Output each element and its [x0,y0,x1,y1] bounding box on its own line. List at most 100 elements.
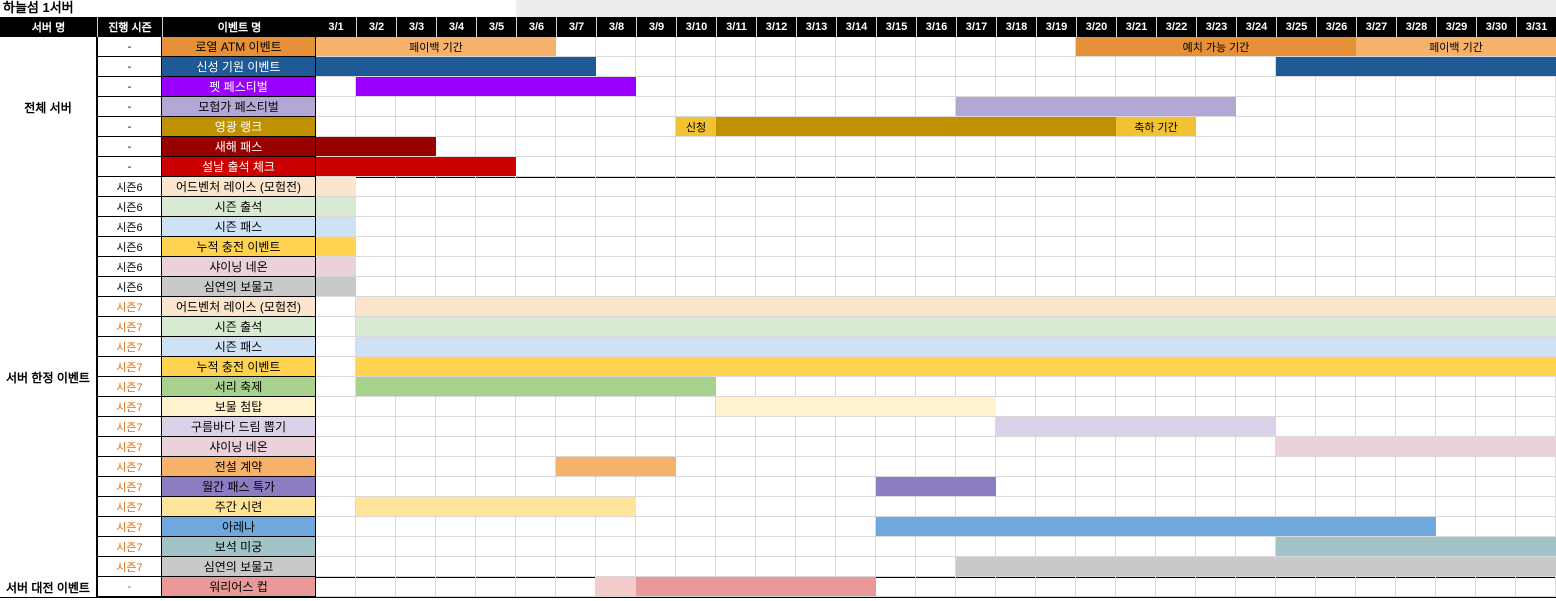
header-date-cell[interactable]: 3/17 [956,17,996,37]
header-date-cell[interactable]: 3/21 [1116,17,1156,37]
gantt-bar[interactable]: 페이백 기간 [316,37,556,56]
season-cell[interactable]: 시즌7 [97,317,162,337]
season-cell[interactable]: 시즌7 [97,377,162,397]
gantt-bar[interactable] [316,237,356,256]
season-cell[interactable]: 시즌7 [97,477,162,497]
gantt-bar[interactable] [356,317,1556,336]
gantt-bar[interactable] [356,357,1556,376]
header-server-name[interactable]: 서버 명 [31,22,66,34]
gantt-bar[interactable] [1276,57,1556,76]
season-cell[interactable]: 시즌6 [97,257,162,277]
event-label-cell[interactable]: 아레나 [162,517,316,537]
event-label-cell[interactable]: 설날 출석 체크 [162,157,316,177]
server-name-cell[interactable]: 서버 대전 이벤트 [0,577,97,597]
header-date-cell[interactable]: 3/8 [596,17,636,37]
header-date-cell[interactable]: 3/13 [796,17,836,37]
gantt-bar[interactable]: 페이백 기간 [1356,37,1556,56]
season-cell[interactable]: 시즌7 [97,537,162,557]
gantt-bar[interactable] [316,197,356,216]
gantt-bar[interactable] [956,557,1556,576]
season-cell[interactable]: 시즌7 [97,557,162,577]
header-date-cell[interactable]: 3/20 [1076,17,1116,37]
gantt-bar[interactable] [876,517,1436,536]
header-date-cell[interactable]: 3/3 [396,17,436,37]
season-cell[interactable]: 시즌6 [97,237,162,257]
header-date-cell[interactable]: 3/23 [1196,17,1236,37]
header-date-cell[interactable]: 3/26 [1316,17,1356,37]
event-label-cell[interactable]: 워리어스 컵 [162,577,316,597]
gantt-bar[interactable]: 예치 가능 기간 [1076,37,1356,56]
season-cell[interactable]: 시즌7 [97,397,162,417]
gantt-bar[interactable] [356,377,716,396]
gantt-bar[interactable]: 축하 기간 [1116,117,1196,136]
season-cell[interactable]: 시즌6 [97,217,162,237]
season-cell[interactable]: - [97,77,162,97]
server-name-cell[interactable]: 서버 한정 이벤트 [0,177,97,577]
header-date-cell[interactable]: 3/6 [516,17,556,37]
gantt-bar[interactable] [716,397,996,416]
season-cell[interactable]: - [97,97,162,117]
event-label-cell[interactable]: 전설 계약 [162,457,316,477]
event-label-cell[interactable]: 누적 충전 이벤트 [162,357,316,377]
season-cell[interactable]: 시즌6 [97,197,162,217]
season-cell[interactable]: 시즌7 [97,417,162,437]
season-cell[interactable]: 시즌7 [97,297,162,317]
event-label-cell[interactable]: 서리 축제 [162,377,316,397]
season-cell[interactable]: 시즌7 [97,457,162,477]
event-label-cell[interactable]: 구름바다 드림 뽑기 [162,417,316,437]
event-label-cell[interactable]: 시즌 패스 [162,217,316,237]
header-date-cell[interactable]: 3/4 [436,17,476,37]
gantt-bar[interactable] [316,137,436,156]
gantt-bar[interactable] [316,217,356,236]
gantt-bar[interactable] [556,457,676,476]
season-cell[interactable]: 시즌7 [97,357,162,377]
header-date-cell[interactable]: 3/27 [1356,17,1396,37]
header-date-cell[interactable]: 3/28 [1396,17,1436,37]
season-cell[interactable]: 시즌7 [97,437,162,457]
event-label-cell[interactable]: 시즌 출석 [162,197,316,217]
header-date-cell[interactable]: 3/31 [1516,17,1556,37]
event-label-cell[interactable]: 모험가 페스티벌 [162,97,316,117]
season-cell[interactable]: - [97,137,162,157]
gantt-bar[interactable] [716,117,1116,136]
event-label-cell[interactable]: 로열 ATM 이벤트 [162,37,316,57]
header-event-name[interactable]: 이벤트 명 [162,17,316,37]
event-label-cell[interactable]: 샤이닝 네온 [162,257,316,277]
event-label-cell[interactable]: 월간 패스 특가 [162,477,316,497]
header-date-cell[interactable]: 3/14 [836,17,876,37]
gantt-bar[interactable] [316,57,596,76]
gantt-bar[interactable] [1276,537,1556,556]
gantt-bar[interactable] [356,337,1556,356]
event-label-cell[interactable]: 보물 첨탑 [162,397,316,417]
event-label-cell[interactable]: 어드벤처 레이스 (모험전) [162,297,316,317]
season-cell[interactable]: - [97,57,162,77]
gantt-bar[interactable] [356,297,1556,316]
season-cell[interactable]: - [97,117,162,137]
header-season[interactable]: 진행 시즌 [97,17,162,37]
event-label-cell[interactable]: 어드벤처 레이스 (모험전) [162,177,316,197]
event-label-cell[interactable]: 누적 충전 이벤트 [162,237,316,257]
event-label-cell[interactable]: 시즌 출석 [162,317,316,337]
header-date-cell[interactable]: 3/24 [1236,17,1276,37]
header-date-cell[interactable]: 3/30 [1476,17,1516,37]
header-date-cell[interactable]: 3/22 [1156,17,1196,37]
season-cell[interactable]: - [97,37,162,57]
event-label-cell[interactable]: 새해 패스 [162,137,316,157]
gantt-bar[interactable] [356,77,636,96]
gantt-bar[interactable] [1276,437,1556,456]
season-cell[interactable]: 시즌6 [97,277,162,297]
gantt-bar[interactable] [596,577,636,596]
gantt-bar[interactable] [316,157,516,176]
event-label-cell[interactable]: 심연의 보물고 [162,277,316,297]
header-date-cell[interactable]: 3/5 [476,17,516,37]
event-label-cell[interactable]: 주간 시련 [162,497,316,517]
gantt-bar[interactable] [316,277,356,296]
season-cell[interactable]: 시즌7 [97,497,162,517]
header-date-cell[interactable]: 3/12 [756,17,796,37]
event-label-cell[interactable]: 샤이닝 네온 [162,437,316,457]
event-label-cell[interactable]: 심연의 보물고 [162,557,316,577]
season-cell[interactable]: 시즌7 [97,517,162,537]
gantt-bar[interactable]: 신청 [676,117,716,136]
event-label-cell[interactable]: 보석 미궁 [162,537,316,557]
header-date-cell[interactable]: 3/11 [716,17,756,37]
